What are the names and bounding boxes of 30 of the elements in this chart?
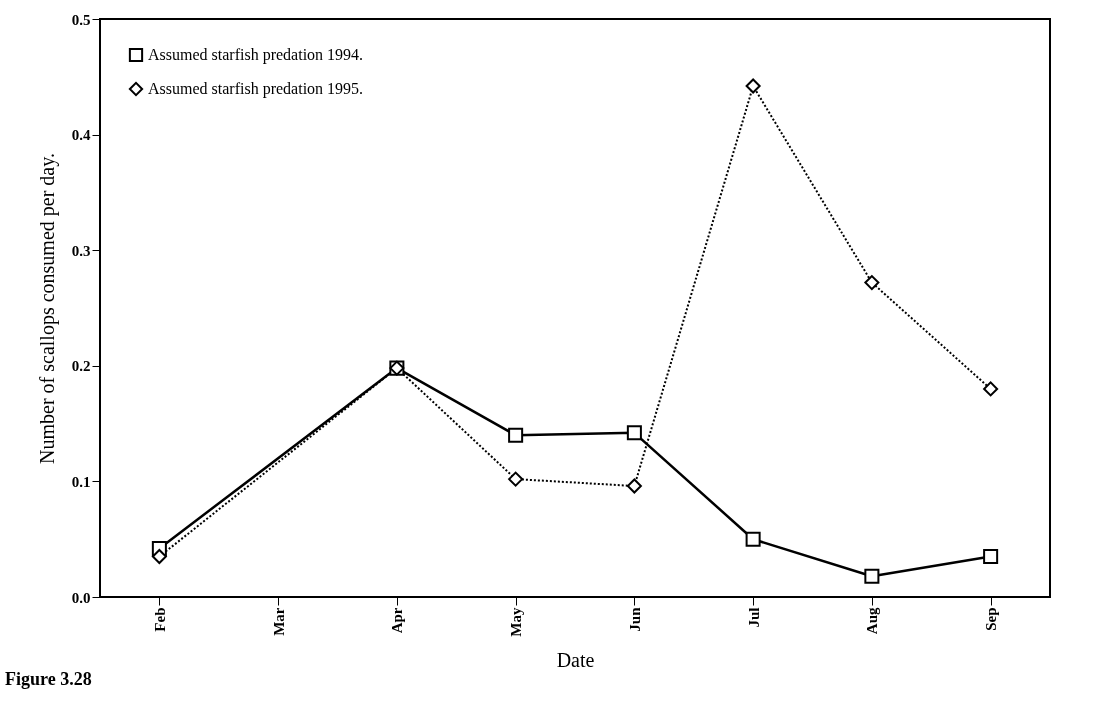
legend-label: Assumed starfish predation 1994. [148, 46, 364, 64]
x-tick-label: Feb [151, 607, 168, 632]
point [983, 381, 999, 397]
point [626, 478, 642, 494]
x-tick-label: Apr [389, 607, 406, 634]
point [983, 549, 999, 565]
x-tick-label: Sep [983, 607, 1000, 631]
x-tick-label: Jun [626, 606, 643, 632]
legend-label: Assumed starfish predation 1995. [148, 80, 364, 98]
y-tick-label: 0.2 [71, 358, 91, 375]
point [864, 568, 880, 584]
caption: Figure 3.28 [5, 669, 92, 689]
point [745, 531, 761, 547]
x-tick-label: Mar [270, 607, 287, 636]
point [626, 425, 642, 441]
point [508, 427, 524, 443]
x-tick-label: Jul [745, 607, 762, 628]
y-tick-label: 0.4 [71, 127, 91, 144]
point [745, 78, 761, 94]
y-tick-label: 0.5 [71, 11, 91, 28]
y-tick-label: 0.1 [71, 473, 91, 490]
x-tick-label: May [508, 607, 525, 637]
point [864, 275, 880, 291]
x-tick-label: Aug [864, 607, 881, 635]
y-axis-title: Number of scallops consumed per day. [35, 153, 59, 464]
point [508, 471, 524, 487]
y-tick-label: 0.3 [71, 242, 91, 259]
point [151, 549, 167, 565]
y-tick-label: 0.0 [71, 589, 91, 606]
x-axis-title: Date [556, 648, 595, 671]
